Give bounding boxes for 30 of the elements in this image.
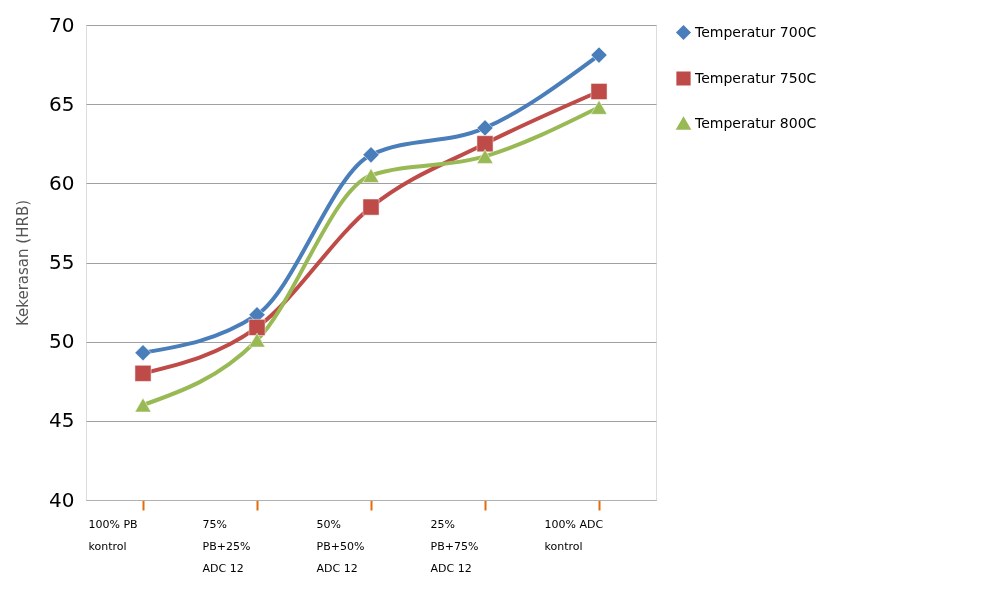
y-tick-label: 40 (49, 487, 75, 512)
legend-label: Temperatur 750C (694, 69, 817, 86)
point (590, 46, 608, 64)
y-tick-label: 65 (49, 91, 75, 116)
y-tick-label: 50 (49, 329, 75, 354)
x-tick-label: 75% PB+25% ADC 12 (202, 517, 251, 575)
point (134, 397, 152, 413)
x-tick-label: 100% ADC kontrol (544, 517, 604, 553)
point (134, 344, 152, 362)
legend-label: Temperatur 700C (694, 23, 817, 40)
point (248, 332, 266, 348)
y-tick-label: 45 (49, 408, 75, 433)
point (362, 146, 380, 164)
x-tick-label: 50% PB+50% ADC 12 (316, 517, 365, 575)
x-tick-label: 25% PB+75% ADC 12 (430, 517, 479, 575)
point (476, 119, 494, 137)
point (590, 100, 608, 115)
y-tick-label: 60 (49, 170, 75, 195)
point (362, 168, 380, 183)
y-tick-label: 70 (49, 12, 75, 37)
point (476, 149, 494, 164)
x-tick-label: 100% PB kontrol (88, 517, 138, 553)
y-axis-title: Kekerasan (HRB) (14, 199, 33, 327)
point (590, 83, 608, 100)
point (476, 135, 494, 153)
point (134, 365, 152, 382)
legend-label: Temperatur 800C (694, 114, 817, 131)
point (362, 198, 380, 216)
point (248, 319, 266, 336)
y-tick-label: 55 (49, 250, 75, 274)
